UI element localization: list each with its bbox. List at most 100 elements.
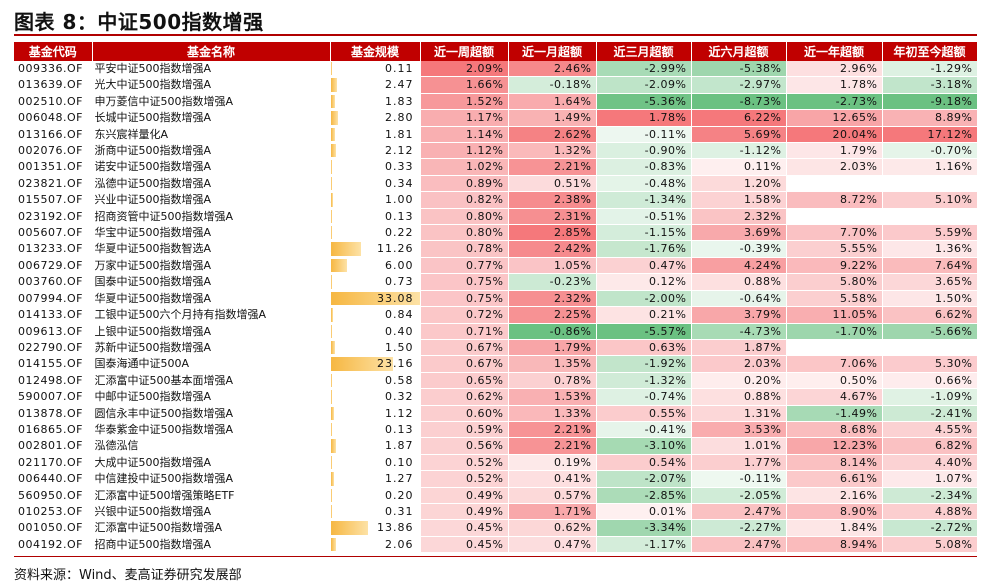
excess-month1-cell: 1.05% xyxy=(508,257,597,275)
fund-scale-cell: 1.81 xyxy=(330,126,421,144)
scale-bar xyxy=(330,472,334,486)
source-note: 资料来源：Wind、麦高证券研究发展部 xyxy=(14,568,242,583)
excess-month1-cell: 1.35% xyxy=(508,355,597,373)
fund-code-cell: 006729.OF xyxy=(14,257,93,275)
excess-month1-cell: 0.19% xyxy=(508,454,597,472)
header-year1: 近一年超额 xyxy=(786,42,883,61)
excess-month6-cell: 3.79% xyxy=(691,306,787,324)
fund-name-cell: 兴银中证500指数增强A xyxy=(92,503,331,521)
table-row: 013878.OF 圆信永丰中证500指数增强A 1.12 0.60% 1.33% 0.5… xyxy=(14,405,978,422)
fund-scale-cell: 0.32 xyxy=(330,388,421,406)
fund-name-cell: 华夏中证500指数增强A xyxy=(92,290,331,308)
excess-ytd-cell: 6.82% xyxy=(882,437,978,455)
excess-month3-cell: -3.10% xyxy=(596,437,692,455)
bottom-divider xyxy=(14,556,977,557)
fund-name-cell: 大成中证500指数增强A xyxy=(92,454,331,472)
scale-value: 0.20 xyxy=(385,488,414,502)
fund-code-cell: 002076.OF xyxy=(14,142,93,160)
excess-month6-cell: 3.53% xyxy=(691,421,787,439)
scale-value: 0.34 xyxy=(385,176,414,190)
scale-value: 0.31 xyxy=(385,504,414,518)
excess-month3-cell: -1.32% xyxy=(596,372,692,390)
excess-year1-cell xyxy=(786,208,883,226)
header-month1: 近一月超额 xyxy=(508,42,597,61)
excess-ytd-cell: 5.59% xyxy=(882,224,978,242)
table-row: 001351.OF 诺安中证500指数增强A 0.33 1.02% 2.21% -0.83… xyxy=(14,158,978,176)
excess-week-cell: 0.56% xyxy=(420,437,509,455)
fund-name-cell: 苏新中证500指数增强A xyxy=(92,339,331,357)
excess-month1-cell: 2.38% xyxy=(508,191,597,209)
excess-month6-cell: -0.11% xyxy=(691,470,787,488)
scale-value: 0.84 xyxy=(385,308,414,322)
excess-month1-cell: 1.32% xyxy=(508,142,597,160)
fund-code-cell: 023192.OF xyxy=(14,208,93,226)
excess-week-cell: 0.49% xyxy=(420,503,509,521)
excess-month3-cell: -1.34% xyxy=(596,191,692,209)
excess-month3-cell: 0.01% xyxy=(596,503,692,521)
fund-name-cell: 泓德泓信 xyxy=(92,437,331,455)
table-row: 004192.OF 招商中证500指数增强A 2.06 0.45% 0.47% -1.17… xyxy=(14,536,978,554)
excess-ytd-cell: 4.55% xyxy=(882,421,978,439)
excess-ytd-cell: -1.29% xyxy=(882,61,978,78)
fund-code-cell: 002801.OF xyxy=(14,437,93,455)
table-body: 009336.OF 平安中证500指数增强A 0.11 2.09% 2.46% -2.99… xyxy=(14,61,978,554)
table-row: 021170.OF 大成中证500指数增强A 0.10 0.52% 0.19% 0.54%… xyxy=(14,454,978,472)
scale-bar xyxy=(330,78,338,92)
table-row: 002076.OF 浙商中证500指数增强A 2.12 1.12% 1.32% -0.90… xyxy=(14,142,978,160)
excess-month1-cell: 2.85% xyxy=(508,224,597,242)
fund-code-cell: 590007.OF xyxy=(14,388,93,406)
scale-value: 1.00 xyxy=(385,193,414,207)
excess-month1-cell: 2.21% xyxy=(508,421,597,439)
excess-month3-cell: -5.36% xyxy=(596,93,692,111)
excess-month3-cell: -3.34% xyxy=(596,519,692,537)
fund-name-cell: 兴业中证500指数增强A xyxy=(92,191,331,209)
scale-bar xyxy=(330,521,368,535)
fund-name-cell: 国泰中证500指数增强A xyxy=(92,273,331,291)
excess-month3-cell: -1.15% xyxy=(596,224,692,242)
scale-bar xyxy=(330,439,336,453)
header-month3: 近三月超额 xyxy=(596,42,692,61)
scale-bar xyxy=(330,209,333,224)
excess-year1-cell xyxy=(786,175,883,193)
excess-month1-cell: -0.18% xyxy=(508,76,597,94)
excess-ytd-cell: 6.62% xyxy=(882,306,978,324)
excess-year1-cell: 12.23% xyxy=(786,437,883,455)
table-row: 002510.OF 申万菱信中证500指数增强A 1.83 1.52% 1.64% -5.… xyxy=(14,93,978,111)
scale-value: 0.22 xyxy=(385,226,414,240)
table-row: 002801.OF 泓德泓信 1.87 0.56% 2.21% -3.10% 1.01% 12… xyxy=(14,437,978,455)
table-row: 013166.OF 东兴宸祥量化A 1.81 1.14% 2.62% -0.11% 5.69… xyxy=(14,126,978,144)
fund-scale-cell: 0.11 xyxy=(330,61,421,78)
excess-ytd-cell: 0.66% xyxy=(882,372,978,390)
fund-scale-cell: 0.33 xyxy=(330,158,421,176)
excess-week-cell: 0.59% xyxy=(420,421,509,439)
fund-name-cell: 浙商中证500指数增强A xyxy=(92,142,331,160)
scale-bar xyxy=(330,373,333,388)
excess-month6-cell: -2.27% xyxy=(691,519,787,537)
excess-month3-cell: -0.83% xyxy=(596,158,692,176)
excess-week-cell: 0.45% xyxy=(420,536,509,554)
table-row: 560950.OF 汇添富中证500增强策略ETF 0.20 0.49% 0.57% -2… xyxy=(14,487,978,504)
scale-bar xyxy=(330,488,333,502)
header-month6: 近六月超额 xyxy=(691,42,787,61)
fund-name-cell: 招商资管中证500指数增强A xyxy=(92,208,331,226)
excess-month1-cell: 2.46% xyxy=(508,61,597,78)
scale-value: 13.86 xyxy=(377,521,414,535)
scale-bar xyxy=(330,94,336,109)
fund-scale-cell: 0.20 xyxy=(330,487,421,504)
excess-month6-cell: -5.38% xyxy=(691,61,787,78)
fund-code-cell: 004192.OF xyxy=(14,536,93,554)
fund-code-cell: 013233.OF xyxy=(14,240,93,258)
excess-year1-cell: 1.79% xyxy=(786,142,883,160)
fund-name-cell: 光大中证500指数增强A xyxy=(92,76,331,94)
scale-value: 0.13 xyxy=(385,422,414,436)
header-code: 基金代码 xyxy=(14,42,93,61)
fund-scale-cell: 6.00 xyxy=(330,257,421,275)
scale-value: 0.32 xyxy=(385,390,414,404)
excess-month1-cell: 1.49% xyxy=(508,109,597,127)
excess-ytd-cell: -3.18% xyxy=(882,76,978,94)
fund-scale-cell: 1.50 xyxy=(330,339,421,357)
excess-month6-cell: -1.12% xyxy=(691,142,787,160)
excess-week-cell: 0.80% xyxy=(420,208,509,226)
fund-code-cell: 009613.OF xyxy=(14,323,93,340)
excess-month3-cell: -0.11% xyxy=(596,126,692,144)
